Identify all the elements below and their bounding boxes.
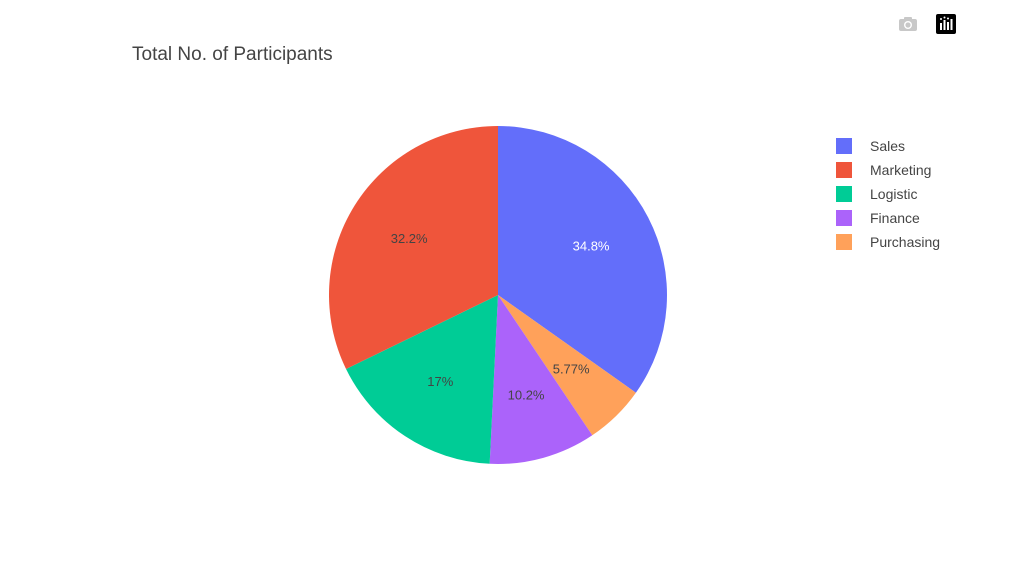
pie-slice-finance[interactable]: [489, 295, 593, 464]
pie-slice-marketing[interactable]: [328, 126, 498, 369]
pie-slice-logistic[interactable]: [346, 295, 498, 464]
legend-label: Marketing: [870, 162, 932, 178]
chart-title: Total No. of Participants: [132, 44, 333, 65]
legend-label: Logistic: [870, 186, 918, 202]
legend-item-purchasing[interactable]: Purchasing: [836, 230, 940, 254]
pie-slice-labels: 34.8% 5.77% 10.2% 17% 32.2%: [391, 231, 610, 403]
legend: Sales Marketing Logistic Finance Purchas…: [836, 134, 940, 254]
pie-slice-label: 17%: [427, 374, 453, 389]
pie-slice-sales[interactable]: [498, 126, 667, 393]
legend-label: Purchasing: [870, 234, 941, 250]
legend-swatch: [836, 234, 852, 250]
modebar: [896, 12, 958, 36]
legend-item-finance[interactable]: Finance: [836, 206, 940, 230]
pie-slice-label: 5.77%: [553, 361, 590, 376]
camera-icon: [899, 17, 917, 31]
legend-item-marketing[interactable]: Marketing: [836, 158, 940, 182]
pie-slice-label: 34.8%: [573, 238, 610, 253]
legend-label: Sales: [870, 138, 906, 154]
legend-label: Finance: [870, 210, 920, 226]
legend-swatch: [836, 186, 852, 202]
legend-swatch: [836, 138, 852, 154]
legend-swatch: [836, 210, 852, 226]
legend-item-logistic[interactable]: Logistic: [836, 182, 940, 206]
pie-slice-label: 10.2%: [508, 387, 545, 402]
legend-swatch: [836, 162, 852, 178]
pie-slice-purchasing[interactable]: [498, 295, 636, 436]
pie-slice-label: 32.2%: [391, 231, 428, 246]
pie-slices: [328, 126, 667, 464]
plotly-logo-button[interactable]: [934, 12, 958, 36]
plotly-logo-icon: [936, 14, 956, 34]
download-plot-button[interactable]: [896, 12, 920, 36]
legend-item-sales[interactable]: Sales: [836, 134, 940, 158]
